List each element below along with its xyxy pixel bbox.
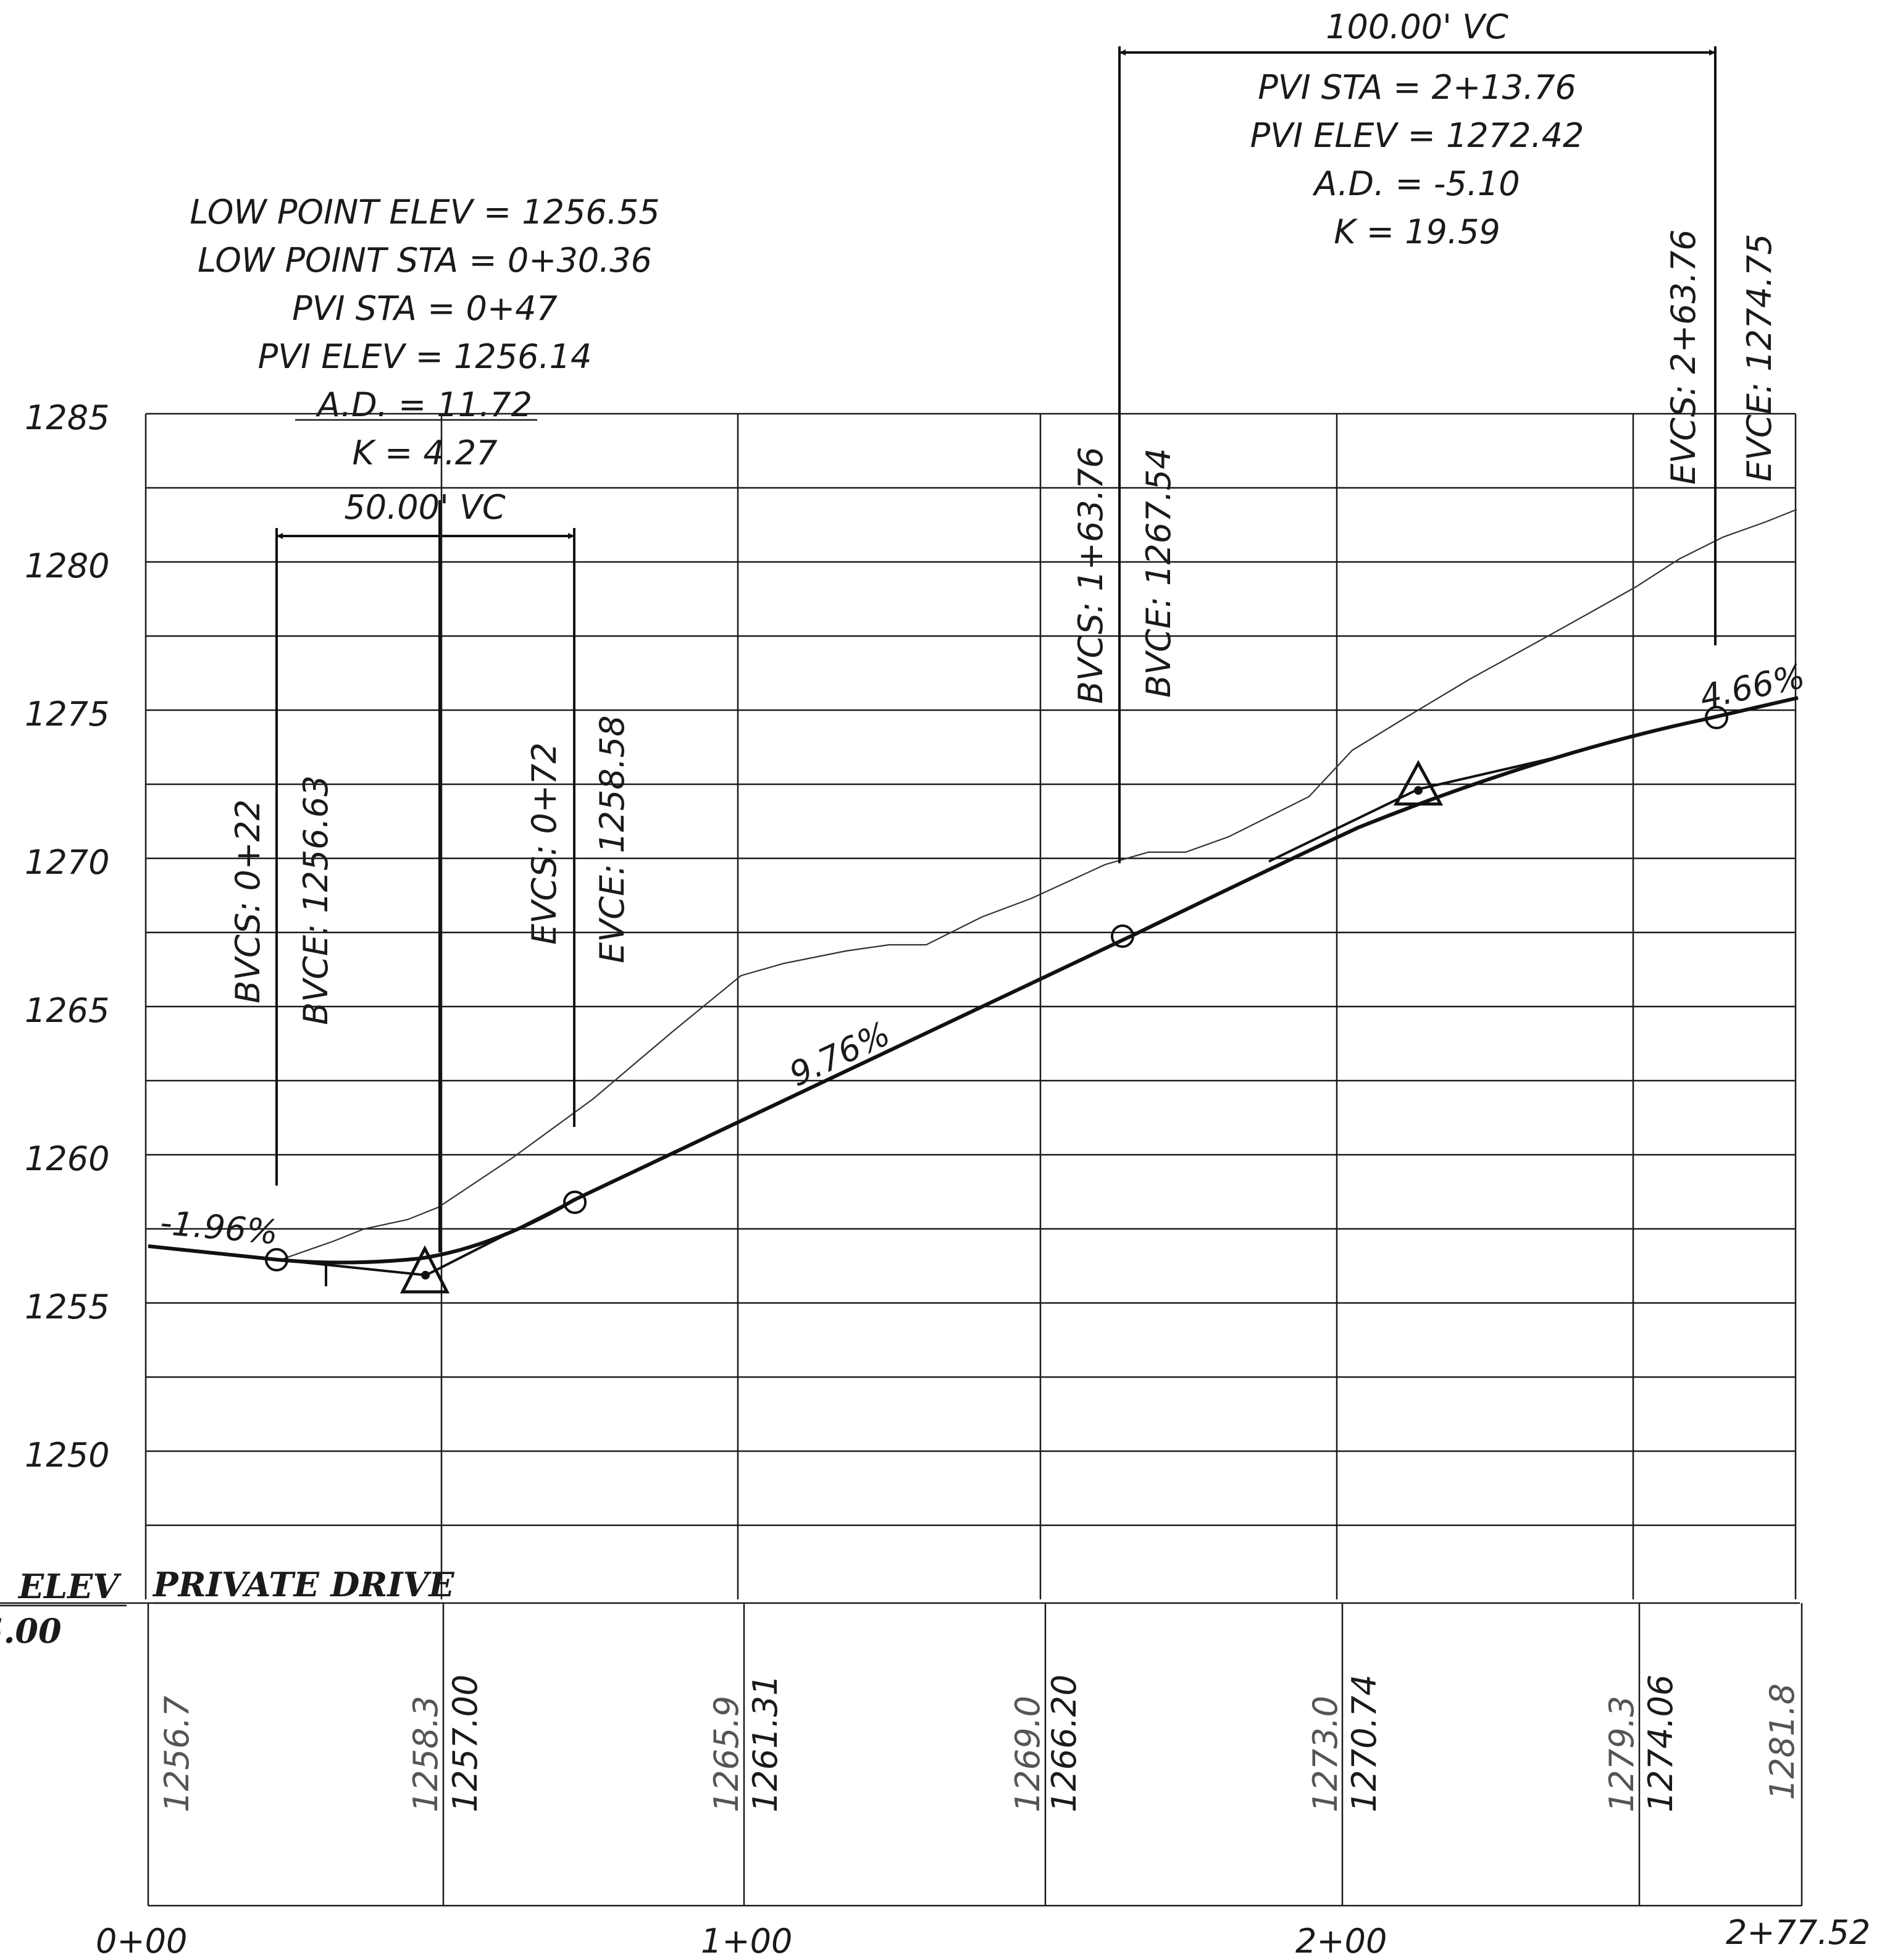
pvi-marker-2 — [1393, 760, 1444, 806]
curve2-info: 100.00' VC PVI STA = 2+13.76 PVI ELEV = … — [1250, 7, 1584, 251]
elevation-table-values: 1256.7 1258.3 1257.00 1265.9 1261.31 126… — [157, 1675, 1802, 1812]
grade-labels: -1.96% 9.76% 4.66% — [159, 656, 1809, 1252]
label-block: ELEV 5.00 PRIVATE DRIVE — [0, 1565, 454, 1651]
bvcs2-label: BVCS: 1+63.76 — [1071, 446, 1110, 704]
curve2-line: PVI STA = 2+13.76 — [1258, 68, 1576, 107]
existing-elev: 1281.8 — [1763, 1683, 1802, 1800]
elev-label: 1260 — [25, 1139, 109, 1178]
elev-label: 1285 — [25, 398, 109, 437]
existing-elev: 1258.3 — [406, 1696, 445, 1812]
curve2-line: K = 19.59 — [1334, 212, 1500, 251]
evce2-label: EVCE: 1274.75 — [1740, 233, 1779, 482]
curve1-line: K = 4.27 — [352, 433, 497, 472]
elev-label: 1275 — [25, 695, 109, 734]
curve1-line: A.D. = 11.72 — [316, 385, 532, 424]
bvce1-label: BVCE: 1256.63 — [296, 776, 335, 1025]
proposed-elev: 1274.06 — [1641, 1675, 1680, 1812]
elev-label: 1250 — [25, 1436, 109, 1475]
bvcs1-label: BVCS: 0+22 — [228, 799, 267, 1003]
tangent-line-2 — [1268, 753, 1569, 863]
proposed-profile-line — [148, 696, 1799, 1265]
curve1-line: LOW POINT STA = 0+30.36 — [198, 241, 652, 280]
elevation-axis-labels: 1285 1280 1275 1270 1265 1260 1255 1250 — [25, 398, 109, 1475]
curve2-line: PVI ELEV = 1272.42 — [1250, 116, 1584, 155]
elev-label: 1270 — [25, 843, 109, 882]
elev-label: 1255 — [25, 1288, 109, 1326]
grade-label-2: 9.76% — [784, 1014, 896, 1094]
proposed-elev: 1266.20 — [1045, 1675, 1084, 1812]
existing-elev: 1265.9 — [707, 1696, 746, 1812]
elev-label: 1280 — [25, 547, 109, 585]
existing-elev: 1256.7 — [157, 1696, 196, 1812]
evc-circle-2 — [1705, 706, 1728, 729]
existing-elev: 1273.0 — [1306, 1696, 1345, 1812]
bvc-circle-2 — [1111, 924, 1134, 948]
station-label: 2+00 — [1295, 1922, 1387, 1960]
vc2-length-label: 100.00' VC — [1326, 7, 1508, 46]
curve1-line: PVI STA = 0+47 — [292, 289, 558, 328]
curve-point-labels: BVCS: 0+22 BVCE: 1256.63 EVCS: 0+72 EVCE… — [228, 229, 1779, 1025]
tangent-line-1 — [277, 1199, 575, 1277]
existing-elev: 1279.3 — [1602, 1696, 1641, 1812]
station-label: 1+00 — [701, 1922, 792, 1960]
existing-ground-line — [283, 508, 1797, 1260]
elev-label: 1265 — [25, 991, 109, 1030]
evce1-label: EVCE: 1258.58 — [593, 715, 632, 963]
profile-grid — [144, 413, 1797, 1599]
curve1-info: LOW POINT ELEV = 1256.55 LOW POINT STA =… — [190, 193, 659, 527]
elev-column-label: ELEV — [17, 1567, 122, 1606]
profile-name: PRIVATE DRIVE — [152, 1565, 454, 1604]
bvc-circle-1 — [265, 1248, 288, 1271]
elevation-table-frame — [0, 1602, 1803, 1907]
elev-column-value: 5.00 — [0, 1611, 62, 1651]
bvce2-label: BVCE: 1267.54 — [1139, 448, 1178, 698]
station-axis-labels: 0+00 1+00 2+00 2+77.52 — [96, 1913, 1870, 1960]
proposed-elev: 1270.74 — [1345, 1675, 1384, 1812]
grade-label-1: -1.96% — [159, 1203, 280, 1252]
curve1-line: PVI ELEV = 1256.14 — [258, 337, 592, 376]
curve2-line: A.D. = -5.10 — [1312, 164, 1520, 203]
existing-elev: 1269.0 — [1008, 1696, 1047, 1812]
evc-circle-1 — [563, 1191, 587, 1214]
proposed-elev: 1261.31 — [746, 1675, 785, 1812]
evcs2-label: EVCS: 2+63.76 — [1664, 229, 1703, 485]
proposed-elev: 1257.00 — [446, 1675, 485, 1812]
evcs1-label: EVCS: 0+72 — [525, 742, 564, 945]
curve1-line: LOW POINT ELEV = 1256.55 — [190, 193, 659, 232]
station-label: 0+00 — [96, 1922, 187, 1960]
pvi-marker-1 — [399, 1245, 450, 1294]
station-label: 2+77.52 — [1726, 1913, 1870, 1952]
vc1-length-label: 50.00' VC — [344, 488, 506, 527]
